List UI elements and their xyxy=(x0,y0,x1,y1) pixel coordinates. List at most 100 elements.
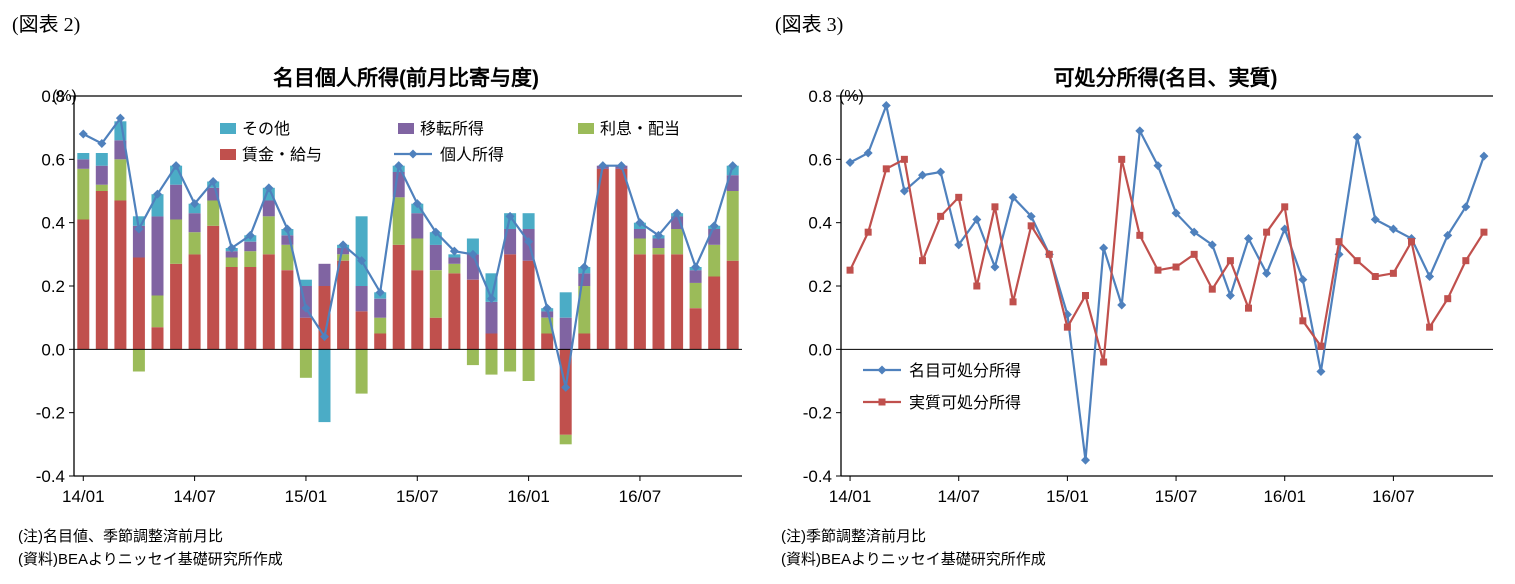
bar-segment xyxy=(448,263,461,274)
bar-segment xyxy=(225,257,238,267)
bar-segment xyxy=(207,225,220,350)
y-tick-label: -0.2 xyxy=(803,404,832,423)
bar-segment xyxy=(485,349,498,375)
bar-segment xyxy=(466,279,479,350)
figure3-panel: (図表 3) 可処分所得(名目、実質) (%) 0.8 0.6 0.4 0.2 0.0-… xyxy=(775,8,1510,571)
bar-segment xyxy=(77,153,90,160)
bar-segment xyxy=(374,317,387,334)
bar-segment xyxy=(689,282,702,309)
bar-segment xyxy=(318,349,331,423)
x-tick-label: 15/07 xyxy=(1155,487,1198,506)
bar-segment xyxy=(170,263,183,350)
bar-segment xyxy=(188,254,201,350)
bar-segment xyxy=(689,308,702,350)
legend-item-bar-2: 移転所得 xyxy=(398,120,484,138)
bar-segment xyxy=(652,248,665,255)
bar-segment xyxy=(633,229,646,239)
legend-label: その他 xyxy=(242,120,290,138)
bar-segment xyxy=(281,244,294,271)
bar-segment xyxy=(188,232,201,255)
bar-segment xyxy=(429,270,442,318)
bar-segment xyxy=(188,203,201,214)
figure2-chart: 0.8 0.6 0.4 0.2 0.0 -0.2 -0.414/01 14/07 15/01 15… xyxy=(36,87,742,506)
y-tick-label: -0.4 xyxy=(803,467,832,486)
y-tick-label: 0.0 xyxy=(808,340,832,359)
bar-segment xyxy=(411,213,424,239)
bar-segment xyxy=(95,153,108,166)
bar-segment xyxy=(541,311,554,318)
legend-item-line-1: 実質可処分所得 xyxy=(863,394,1021,412)
bar-segment xyxy=(77,168,90,220)
legend-label: 賃金・給与 xyxy=(242,146,322,164)
bar-segment xyxy=(726,260,739,350)
legend-item-bar-1: 利息・配当 xyxy=(578,120,680,138)
bar-series-2 xyxy=(77,140,739,350)
bar-segment xyxy=(504,349,517,372)
bar-segment xyxy=(485,301,498,334)
bar-segment xyxy=(151,216,164,296)
legend-item-bar-0: 賃金・給与 xyxy=(220,146,322,164)
legend-label: 個人所得 xyxy=(440,146,504,164)
bar-segment xyxy=(170,184,183,220)
bar-segment xyxy=(448,254,461,258)
legend-label: 移転所得 xyxy=(420,120,484,138)
figure3-note-1: (注)季節調整済前月比 xyxy=(781,528,926,545)
bar-segment xyxy=(244,267,257,350)
figure2-note-1: (注)名目値、季節調整済前月比 xyxy=(18,528,223,545)
bar-segment xyxy=(355,286,368,312)
x-tick-label: 16/07 xyxy=(1372,487,1415,506)
bar-segment xyxy=(522,349,535,381)
bar-segment xyxy=(671,254,684,350)
bar-segment xyxy=(225,251,238,258)
bar-segment xyxy=(337,248,350,255)
bar-segment xyxy=(355,311,368,350)
bar-segment xyxy=(244,251,257,267)
bar-segment xyxy=(708,244,721,277)
legend-item-bar-3: その他 xyxy=(220,120,290,138)
bar-segment xyxy=(504,229,517,255)
bar-segment xyxy=(429,244,442,271)
bar-segment xyxy=(633,254,646,350)
figure3-tag: (図表 3) xyxy=(775,14,844,36)
x-tick-label: 15/01 xyxy=(1046,487,1089,506)
y-tick-label: -0.4 xyxy=(36,467,65,486)
bar-segment xyxy=(411,270,424,350)
bar-segment xyxy=(170,219,183,264)
bar-segment xyxy=(522,260,535,350)
x-tick-label: 15/07 xyxy=(396,487,439,506)
bar-segment xyxy=(578,273,591,286)
bar-segment xyxy=(578,286,591,334)
bar-segment xyxy=(392,197,405,245)
bar-segment xyxy=(541,333,554,350)
bar-segment xyxy=(281,270,294,350)
bar-segment xyxy=(244,241,257,252)
bar-segment xyxy=(114,140,127,160)
line-series-1 xyxy=(846,155,1488,366)
bar-segment xyxy=(559,292,572,318)
bar-segment xyxy=(652,254,665,350)
bar-segment xyxy=(132,349,145,372)
figure3-chart-area: 可処分所得(名目、実質) (%) 0.8 0.6 0.4 0.2 0.0 -0.2 -0.4… xyxy=(775,44,1510,524)
bar-segment xyxy=(299,317,312,350)
bar-segment xyxy=(448,257,461,264)
bar-segment xyxy=(355,216,368,286)
legend-label: 名目可処分所得 xyxy=(909,362,1021,380)
y-tick-label: 0.8 xyxy=(808,87,832,106)
bar-segment xyxy=(615,168,628,350)
legend-swatch xyxy=(578,123,594,134)
figure2-unit-label: (%) xyxy=(52,88,77,105)
bar-segment xyxy=(262,254,275,350)
bar-segment xyxy=(151,327,164,350)
bar-segment xyxy=(95,165,108,185)
legend-item-line-0: 名目可処分所得 xyxy=(863,362,1021,380)
bar-segment xyxy=(726,165,739,176)
bar-segment xyxy=(77,159,90,169)
y-tick-label: 0.6 xyxy=(41,150,65,169)
y-tick-label: 0.4 xyxy=(41,214,65,233)
bar-segment xyxy=(337,260,350,350)
bar-segment xyxy=(132,216,145,226)
bar-segment xyxy=(392,244,405,350)
bar-segment xyxy=(708,276,721,350)
bar-segment xyxy=(559,434,572,445)
legend-item-line-4: 個人所得 xyxy=(394,146,504,164)
